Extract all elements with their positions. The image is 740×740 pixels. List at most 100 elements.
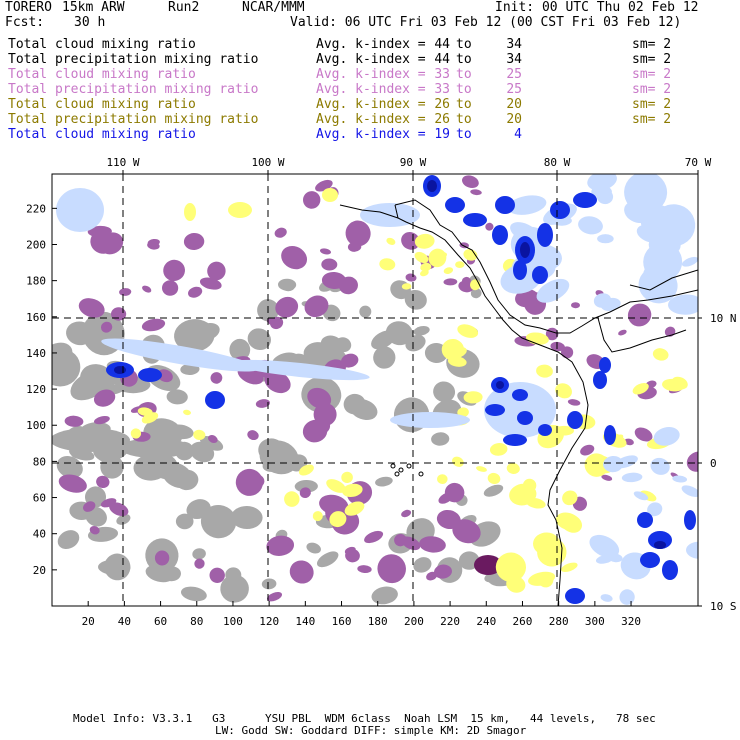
gray-cloud-area bbox=[186, 499, 211, 520]
light-blue-cloud-area bbox=[587, 174, 617, 191]
light-blue-cloud-area bbox=[624, 174, 668, 214]
blue-cloud-area bbox=[503, 434, 527, 446]
light-blue-cloud-area bbox=[597, 234, 614, 244]
purple-cloud-area bbox=[109, 502, 129, 517]
yellow-cloud-area bbox=[536, 364, 553, 378]
blue-cloud-area bbox=[684, 510, 696, 530]
purple-cloud-area bbox=[405, 273, 417, 282]
legend-avg-label: Avg. k-index = bbox=[316, 52, 426, 67]
light-blue-cloud-area bbox=[668, 294, 698, 315]
purple-cloud-area bbox=[188, 286, 203, 298]
light-blue-cloud-area bbox=[647, 502, 663, 517]
gray-cloud-area bbox=[320, 335, 344, 354]
header-fcst-value: 30 h bbox=[74, 15, 106, 30]
blue-max-area bbox=[654, 541, 666, 549]
legend-smoothing: sm= 2 bbox=[632, 67, 672, 82]
light-blue-cloud-area bbox=[536, 278, 570, 303]
gray-cloud-area bbox=[175, 469, 199, 491]
purple-cloud-area bbox=[345, 220, 371, 247]
footer-model-info: Model Info: V3.3.1 G3 YSU PBL WDM 6class… bbox=[73, 712, 656, 725]
purple-cloud-area bbox=[157, 369, 173, 383]
yellow-cloud-area bbox=[228, 202, 252, 218]
purple-cloud-area bbox=[289, 560, 314, 584]
x-tick-label: 120 bbox=[259, 615, 279, 628]
blue-cloud-area bbox=[637, 512, 653, 528]
x-tick-label: 180 bbox=[368, 615, 388, 628]
island bbox=[418, 471, 424, 477]
blue-cloud-area bbox=[532, 266, 548, 284]
coastline bbox=[394, 204, 589, 606]
legend-field-name: Total cloud mixing ratio bbox=[8, 67, 196, 82]
purple-cloud-area bbox=[344, 546, 356, 555]
yellow-cloud-area bbox=[671, 376, 688, 390]
purple-cloud-area bbox=[207, 434, 218, 444]
purple-cloud-area bbox=[207, 261, 226, 281]
yellow-cloud-area bbox=[183, 409, 191, 416]
purple-cloud-area bbox=[436, 509, 461, 530]
purple-cloud-area bbox=[401, 232, 420, 250]
light-blue-cloud-area bbox=[591, 185, 612, 198]
legend-k-low: 25 bbox=[506, 82, 522, 97]
purple-cloud-area bbox=[443, 278, 458, 286]
gray-cloud-area bbox=[231, 505, 263, 530]
longitude-label: 70 W bbox=[685, 156, 712, 169]
gray-cloud-area bbox=[225, 567, 242, 583]
yellow-cloud-area bbox=[298, 464, 314, 476]
legend-to: to bbox=[456, 82, 472, 97]
gray-cloud-area bbox=[359, 305, 372, 318]
yellow-cloud-area bbox=[632, 382, 649, 395]
yellow-cloud-area bbox=[457, 324, 479, 338]
light-blue-cloud-area bbox=[650, 457, 670, 475]
purple-cloud-area bbox=[561, 346, 574, 359]
purple-cloud-area bbox=[567, 399, 581, 406]
purple-cloud-area bbox=[142, 285, 152, 293]
yellow-cloud-area bbox=[584, 453, 609, 477]
yellow-cloud-area bbox=[443, 267, 454, 274]
legend-field-name: Total precipitation mixing ratio bbox=[8, 112, 259, 127]
purple-cloud-area bbox=[247, 430, 259, 441]
coastline bbox=[597, 317, 687, 353]
header-run: Run2 bbox=[168, 0, 200, 15]
purple-cloud-area bbox=[194, 558, 205, 569]
gray-cloud-area bbox=[385, 321, 413, 346]
purple-cloud-area bbox=[634, 427, 653, 442]
purple-cloud-area bbox=[580, 444, 595, 456]
purple-cloud-area bbox=[270, 316, 284, 330]
island bbox=[394, 471, 400, 477]
legend-k-low: 4 bbox=[514, 127, 522, 142]
gray-cloud-area bbox=[261, 578, 277, 590]
gray-cloud-area bbox=[483, 484, 504, 497]
purple-cloud-area bbox=[462, 175, 479, 188]
purple-cloud-area bbox=[299, 487, 311, 499]
island bbox=[390, 463, 396, 469]
purple-cloud-area bbox=[571, 302, 580, 309]
gray-cloud-area bbox=[373, 346, 396, 369]
footer-physics: LW: Godd SW: Goddard DIFF: simple KM: 2D… bbox=[215, 724, 527, 737]
blue-max-area bbox=[427, 180, 437, 192]
light-blue-cloud-area bbox=[640, 205, 677, 239]
purple-cloud-area bbox=[163, 259, 185, 282]
legend-k-low: 34 bbox=[506, 37, 522, 52]
legend-smoothing: sm= 2 bbox=[632, 112, 672, 127]
legend-k-high: 19 bbox=[434, 127, 450, 142]
purple-max-area bbox=[474, 555, 502, 575]
light-blue-cloud-area bbox=[600, 594, 613, 602]
x-tick-label: 320 bbox=[621, 615, 641, 628]
purple-cloud-area bbox=[364, 530, 384, 544]
purple-cloud-area bbox=[266, 592, 283, 602]
island bbox=[406, 463, 412, 469]
legend-avg-label: Avg. k-index = bbox=[316, 127, 426, 142]
blue-cloud-area bbox=[538, 424, 552, 436]
yellow-cloud-area bbox=[329, 511, 347, 528]
gray-cloud-area bbox=[220, 574, 249, 603]
light-blue-cloud-area bbox=[653, 427, 680, 446]
legend-k-low: 20 bbox=[506, 112, 522, 127]
gray-cloud-area bbox=[195, 322, 220, 341]
purple-cloud-area bbox=[154, 550, 170, 566]
legend-avg-label: Avg. k-index = bbox=[316, 82, 426, 97]
legend-k-low: 20 bbox=[506, 97, 522, 112]
legend-to: to bbox=[456, 37, 472, 52]
purple-cloud-area bbox=[341, 353, 359, 368]
yellow-cloud-area bbox=[652, 348, 669, 361]
